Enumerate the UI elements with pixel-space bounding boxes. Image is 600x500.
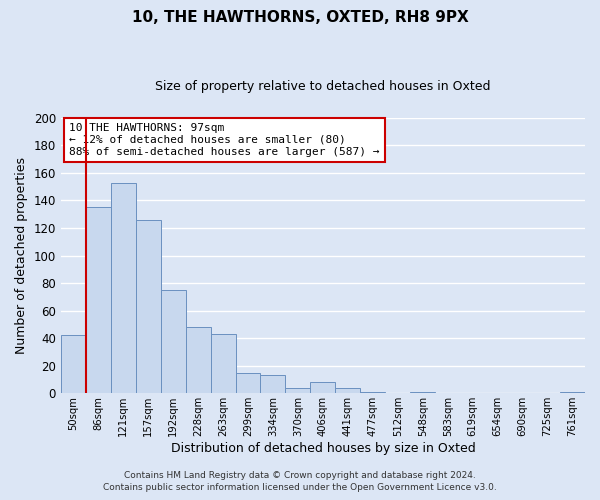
Text: 10 THE HAWTHORNS: 97sqm
← 12% of detached houses are smaller (80)
88% of semi-de: 10 THE HAWTHORNS: 97sqm ← 12% of detache… [69, 124, 380, 156]
Bar [136, 220, 161, 394]
Bar [560, 392, 585, 394]
Bar [286, 388, 310, 394]
Bar [310, 382, 335, 394]
Bar [260, 376, 286, 394]
Bar [361, 392, 385, 394]
Bar [410, 392, 435, 394]
Bar [86, 208, 111, 394]
Bar [61, 336, 86, 394]
Title: Size of property relative to detached houses in Oxted: Size of property relative to detached ho… [155, 80, 491, 93]
Bar [161, 290, 185, 394]
Text: Contains HM Land Registry data © Crown copyright and database right 2024.
Contai: Contains HM Land Registry data © Crown c… [103, 471, 497, 492]
Bar [335, 388, 361, 394]
Y-axis label: Number of detached properties: Number of detached properties [15, 157, 28, 354]
Bar [211, 334, 236, 394]
X-axis label: Distribution of detached houses by size in Oxted: Distribution of detached houses by size … [170, 442, 475, 455]
Bar [236, 372, 260, 394]
Text: 10, THE HAWTHORNS, OXTED, RH8 9PX: 10, THE HAWTHORNS, OXTED, RH8 9PX [131, 10, 469, 25]
Bar [185, 327, 211, 394]
Bar [111, 182, 136, 394]
